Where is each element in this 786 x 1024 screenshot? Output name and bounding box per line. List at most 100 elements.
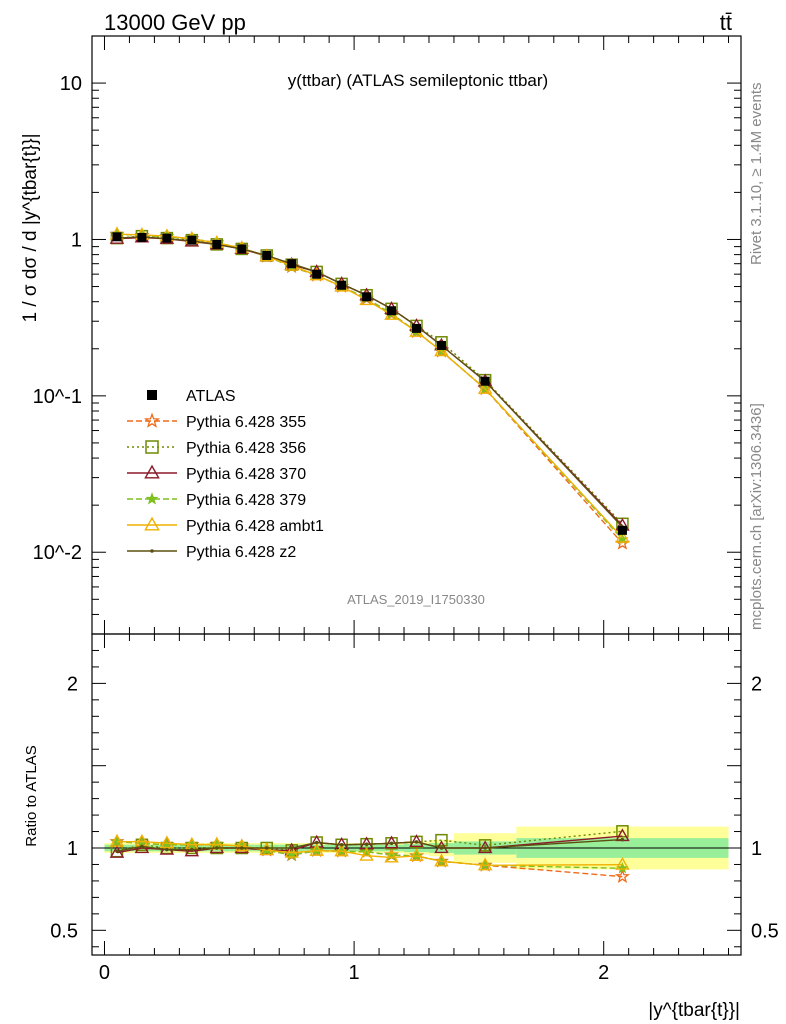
- data-point: [262, 250, 272, 260]
- series-point-ratio: [434, 853, 449, 867]
- series-point-ratio: [477, 840, 493, 854]
- x-tick-label: 1: [349, 962, 360, 984]
- series-point-ratio: [239, 846, 244, 850]
- series-layer: [109, 226, 631, 883]
- data-point: [387, 306, 397, 316]
- series-line-ratio: [116, 840, 623, 867]
- series-point-ratio: [165, 847, 169, 852]
- series-line-main: [116, 233, 623, 539]
- legend-entry-4: Pythia 6.428 ambt1: [127, 516, 324, 535]
- y-tick-label-main: 10^-1: [33, 386, 82, 408]
- series-point-ratio: [339, 842, 344, 847]
- header-left: 13000 GeV pp: [104, 10, 246, 35]
- series-point-ratio: [115, 849, 119, 853]
- series-point-ratio: [289, 846, 294, 850]
- y-tick-label-ratio-right: 0.5: [751, 920, 779, 942]
- data-point: [362, 292, 372, 302]
- series-point-ratio: [159, 835, 175, 849]
- series-point-ratio: [478, 839, 492, 852]
- legend-label: Pythia 6.428 370: [186, 466, 306, 483]
- series-point-ratio: [483, 846, 487, 850]
- x-tick-label: 2: [598, 962, 609, 984]
- y-tick-label-ratio-right: 1: [751, 838, 762, 860]
- y-tick-label-main: 10: [60, 73, 82, 95]
- series-point-ratio: [616, 861, 629, 874]
- series-point-main: [477, 381, 493, 394]
- series-point-ratio: [215, 846, 219, 850]
- y-tick-label-ratio-right: 2: [751, 673, 762, 695]
- data-point: [436, 340, 446, 350]
- series-point-ratio: [615, 856, 630, 870]
- series-point-ratio: [109, 844, 125, 858]
- series-point-ratio: [284, 844, 299, 858]
- series-point-ratio: [109, 833, 125, 847]
- legend-marker: [145, 492, 159, 505]
- legend-entry-0: Pythia 6.428 355: [127, 412, 306, 431]
- series-point-ratio: [384, 849, 399, 863]
- series-point-ratio: [614, 868, 631, 883]
- data-point: [312, 269, 322, 279]
- legend-entry-1: Pythia 6.428 356: [127, 440, 306, 457]
- legend-marker: [143, 412, 161, 428]
- legend-marker: [144, 464, 160, 479]
- watermark: ATLAS_2019_I1750330: [347, 592, 485, 607]
- y-tick-label-main: 10^-2: [33, 542, 82, 564]
- series-point-main: [615, 529, 630, 543]
- legend-label: Pythia 6.428 355: [186, 414, 306, 431]
- series-point-ratio: [409, 834, 424, 848]
- side-label-top: Rivet 3.1.10, ≥ 1.4M events: [748, 83, 765, 266]
- y-axis-label-main: 1 / σ dσ / d |y^{tbar{t}}|: [20, 133, 41, 322]
- chart-title: y(ttbar) (ATLAS semileptonic ttbar): [288, 71, 548, 90]
- data-series: [112, 232, 627, 535]
- legend-entry-3: Pythia 6.428 379: [127, 492, 306, 509]
- series-point-ratio: [334, 843, 349, 857]
- series-line-main: [116, 236, 623, 528]
- series-point-ratio: [439, 846, 444, 850]
- side-label-bottom: mcplots.cern.ch [arXiv:1306.3436]: [748, 403, 765, 630]
- series-point-ratio: [264, 846, 269, 850]
- series-line-ratio: [116, 838, 623, 852]
- series-point-ratio: [359, 847, 374, 861]
- legend-entry-2: Pythia 6.428 370: [127, 464, 306, 483]
- data-point: [617, 525, 627, 535]
- series-point-ratio: [314, 840, 319, 845]
- series-point-ratio: [389, 841, 394, 846]
- data-point: [480, 376, 490, 386]
- series-point-ratio: [140, 844, 144, 849]
- series-point-ratio: [414, 840, 419, 844]
- data-point: [162, 233, 172, 243]
- data-point: [237, 244, 247, 254]
- y-tick-label-main: 1: [71, 229, 82, 251]
- y-tick-label-ratio-left: 1: [67, 838, 78, 860]
- data-point: [337, 280, 347, 290]
- series-point-ratio: [360, 845, 373, 857]
- series-point-ratio: [259, 842, 274, 856]
- series-point-ratio: [477, 857, 493, 871]
- series-point-ratio: [384, 835, 399, 849]
- data-point: [187, 235, 197, 245]
- legend-marker: [147, 390, 157, 400]
- legend-label: Pythia 6.428 ambt1: [186, 518, 324, 535]
- ratio-frame: [91, 633, 742, 956]
- legend-marker: [145, 440, 159, 454]
- data-point: [412, 323, 421, 333]
- y-tick-label-ratio-left: 2: [67, 673, 78, 695]
- series-point-ratio: [364, 842, 369, 846]
- legend-entry-5: Pythia 6.428 z2: [127, 544, 296, 561]
- legend-entry-data: ATLAS: [147, 388, 236, 405]
- y-tick-label-ratio-left: 0.5: [50, 920, 78, 942]
- data-point: [137, 232, 147, 242]
- series-point-ratio: [409, 848, 424, 862]
- legend-marker: [150, 549, 154, 553]
- series-point-ratio: [309, 842, 324, 856]
- legend-label: Pythia 6.428 356: [186, 440, 306, 457]
- legend-label: Pythia 6.428 379: [186, 492, 306, 509]
- data-point: [112, 232, 122, 242]
- data-point: [287, 259, 297, 269]
- legend: ATLAS Pythia 6.428 355 Pythia 6.428 356 Pyt…: [127, 388, 324, 561]
- axes-layer: 10^-2 10^-1 1 10 0.5 0.5 1 1 2 2 0 1 2: [33, 35, 779, 984]
- legend-label: Pythia 6.428 z2: [186, 544, 296, 561]
- y-axis-label-ratio: Ratio to ATLAS: [23, 745, 40, 846]
- series-point-ratio: [435, 833, 448, 847]
